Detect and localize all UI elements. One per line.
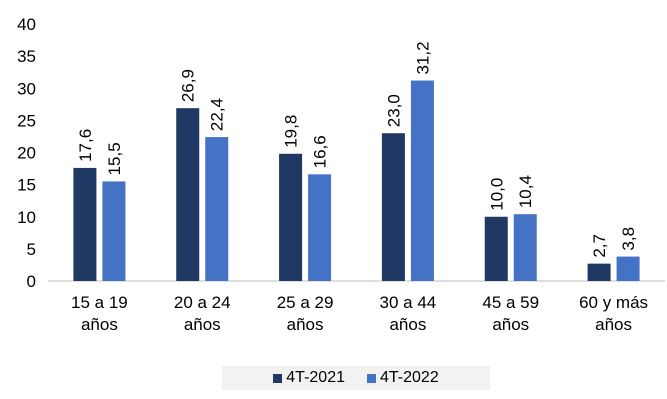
data-label: 23,0 [384, 94, 403, 127]
x-tick-label: años [595, 315, 632, 334]
x-tick-label: 60 y más [579, 293, 648, 312]
y-tick-label: 35 [17, 47, 36, 66]
bar [587, 263, 611, 281]
y-tick-label: 40 [17, 15, 36, 34]
y-tick-label: 0 [27, 272, 36, 291]
data-label: 31,2 [413, 41, 432, 74]
legend-label-series-2: 4T-2022 [380, 369, 439, 386]
bar [410, 80, 434, 281]
bar [616, 256, 640, 281]
y-tick-label: 30 [17, 79, 36, 98]
x-tick-label: años [287, 315, 324, 334]
data-label: 16,6 [311, 135, 330, 168]
y-tick-label: 25 [17, 111, 36, 130]
data-label: 10,0 [487, 178, 506, 211]
x-tick-label: años [184, 315, 221, 334]
y-tick-label: 5 [27, 240, 36, 259]
data-label: 2,7 [590, 234, 609, 258]
legend: 4T-2021 4T-2022 [222, 366, 490, 390]
data-label: 15,5 [105, 142, 124, 175]
x-tick-label: años [389, 315, 426, 334]
x-tick-label: años [492, 315, 529, 334]
bar [513, 214, 537, 281]
bar [279, 153, 303, 281]
bar [484, 216, 508, 281]
bar [308, 174, 332, 281]
y-tick-label: 20 [17, 144, 36, 163]
data-label: 19,8 [282, 115, 301, 148]
legend-item-series-2: 4T-2022 [367, 369, 439, 387]
data-label: 10,4 [516, 175, 535, 208]
x-tick-label: 25 a 29 [277, 293, 334, 312]
x-tick-label: 20 a 24 [174, 293, 231, 312]
data-label: 22,4 [208, 98, 227, 131]
legend-item-series-1: 4T-2021 [273, 369, 345, 387]
bar [102, 181, 126, 281]
y-tick-label: 15 [17, 176, 36, 195]
bar [381, 133, 405, 281]
bar [205, 137, 229, 281]
x-tick-label: 30 a 44 [380, 293, 437, 312]
bar [73, 167, 97, 281]
y-tick-label: 10 [17, 208, 36, 227]
data-label: 3,8 [619, 227, 638, 251]
x-tick-label: 45 a 59 [482, 293, 539, 312]
x-tick-label: 15 a 19 [71, 293, 128, 312]
legend-swatch-series-2 [367, 373, 376, 383]
bar [176, 108, 200, 281]
data-label: 17,6 [76, 129, 95, 162]
data-label: 26,9 [179, 69, 198, 102]
legend-label-series-1: 4T-2021 [286, 369, 345, 386]
x-tick-label: años [81, 315, 118, 334]
legend-swatch-series-1 [273, 373, 283, 383]
